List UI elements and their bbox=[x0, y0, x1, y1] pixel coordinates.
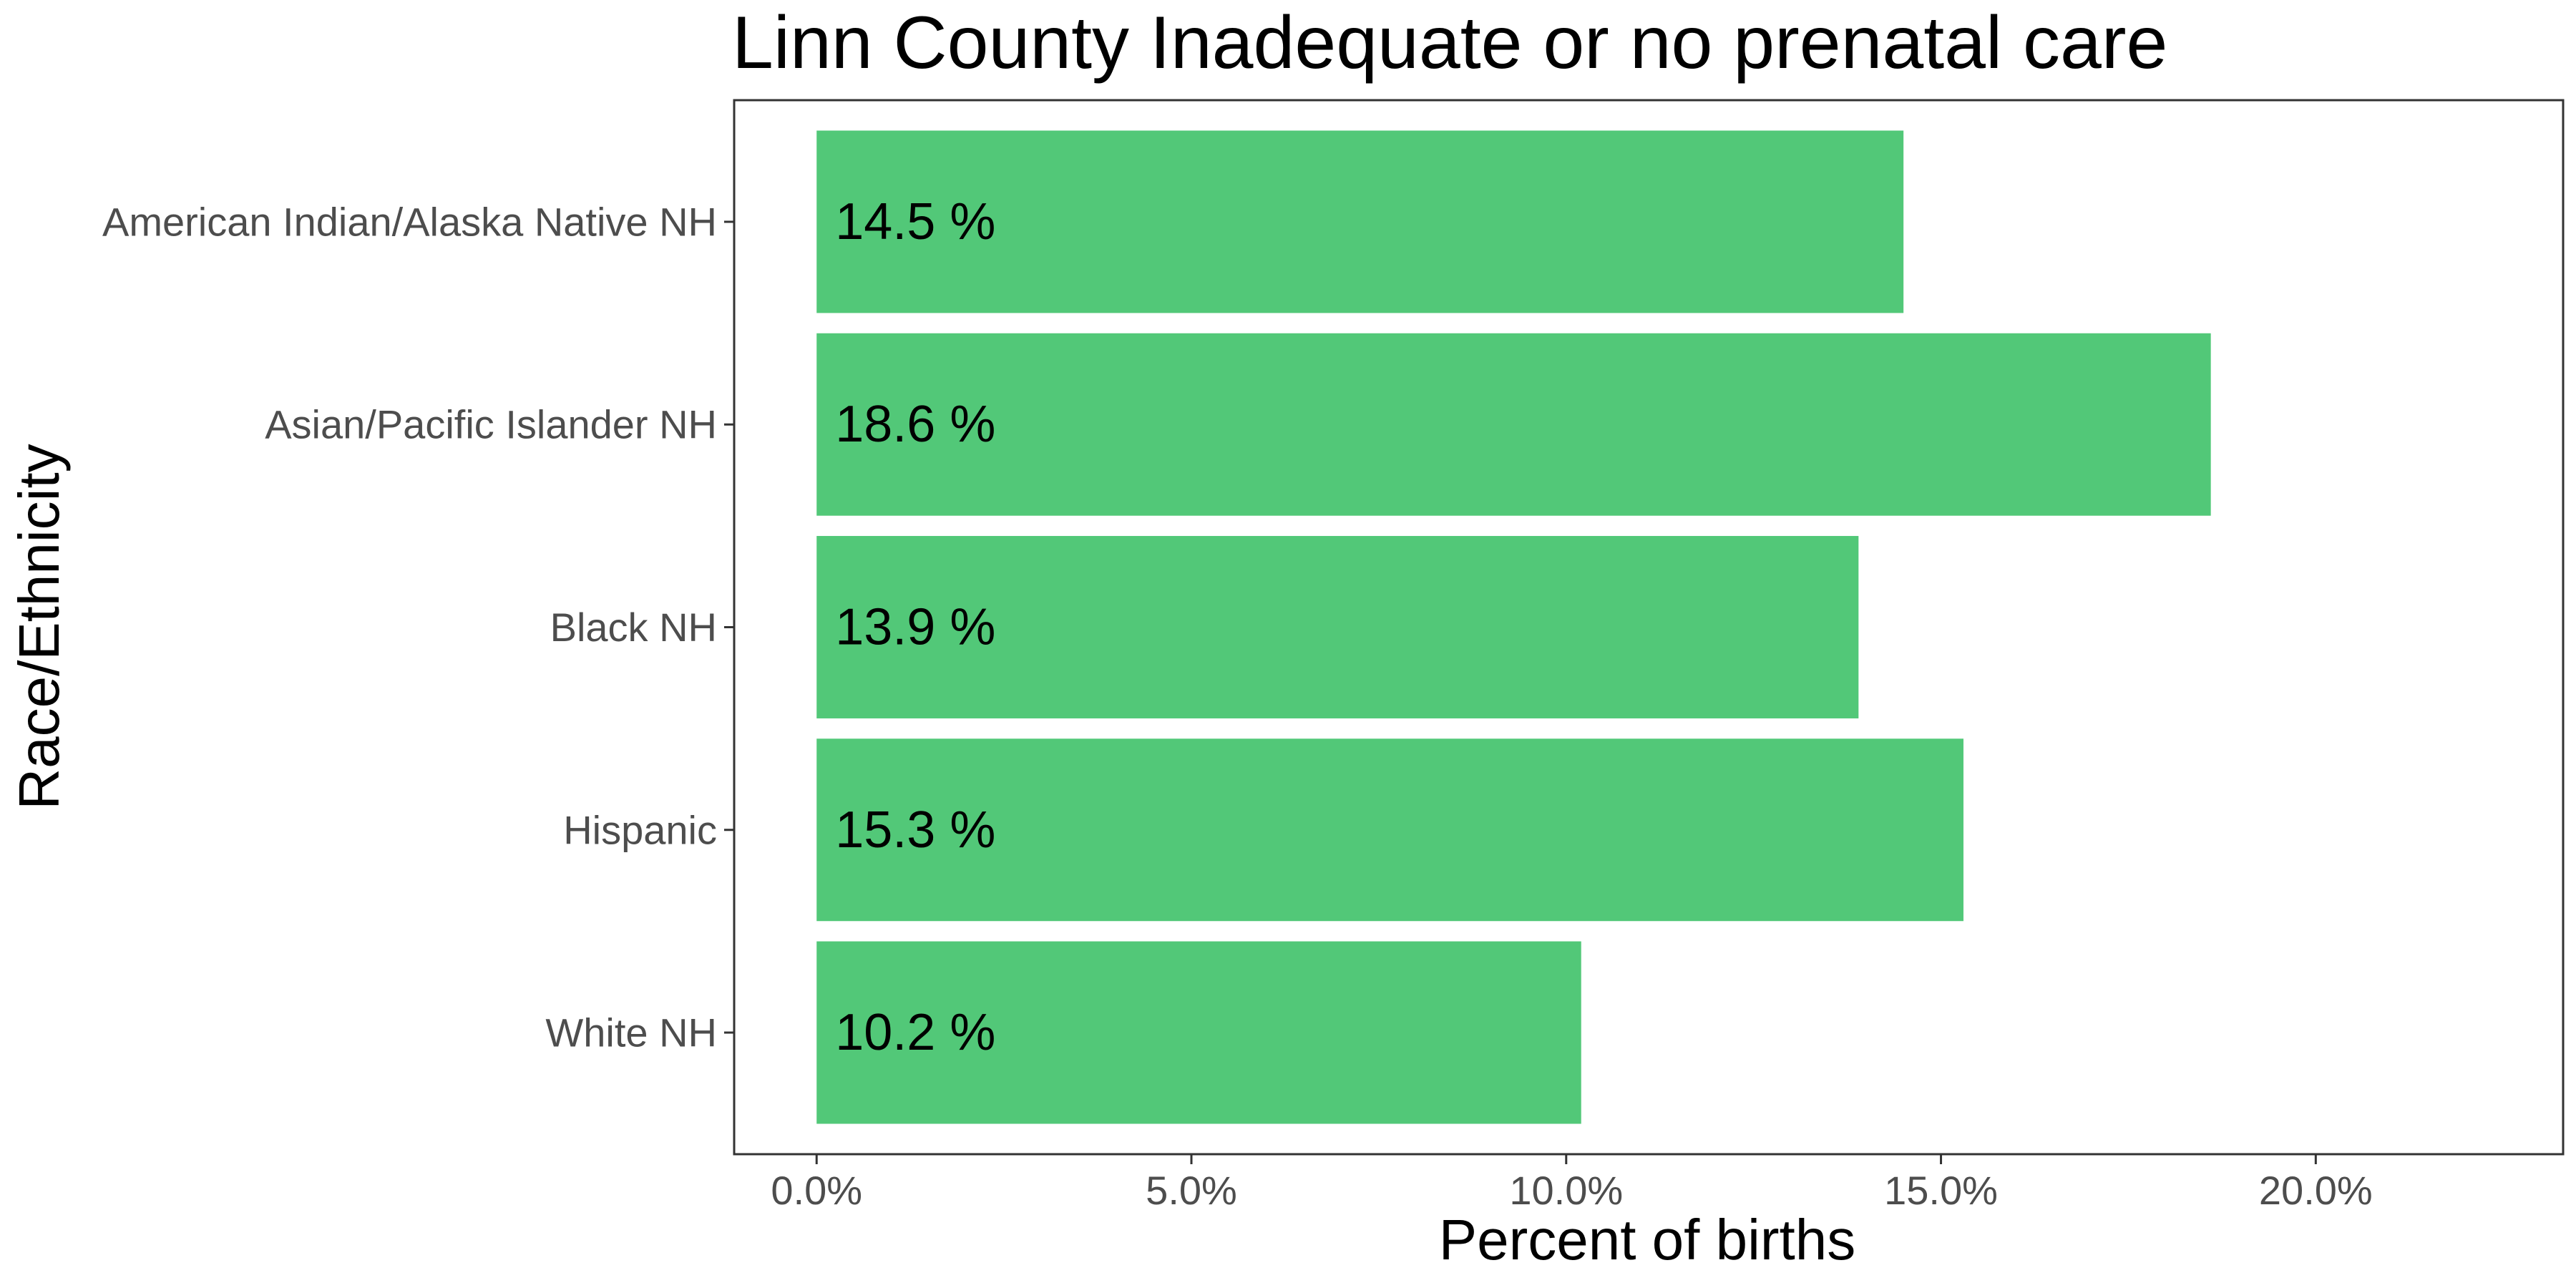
bars: 14.5 % 18.6 % 13.9 % 15.3 % 10.2 % bbox=[816, 130, 2211, 1124]
x-axis-title: Percent of births bbox=[1439, 1208, 1856, 1272]
x-tick-label: 10.0% bbox=[1509, 1168, 1623, 1213]
bar bbox=[816, 738, 1963, 922]
bar bbox=[816, 333, 2211, 516]
x-tick-label: 5.0% bbox=[1146, 1168, 1237, 1213]
y-axis-title: Race/Ethnicity bbox=[7, 444, 71, 809]
bar-value-label: 18.6 % bbox=[835, 396, 995, 453]
y-tick-label: Hispanic bbox=[563, 807, 717, 852]
bar bbox=[816, 941, 1581, 1124]
y-tick-label: White NH bbox=[545, 1010, 717, 1055]
y-tick-label: American Indian/Alaska Native NH bbox=[102, 199, 717, 244]
x-tick-label: 20.0% bbox=[2259, 1168, 2373, 1213]
y-tick-label: Asian/Pacific Islander NH bbox=[265, 402, 717, 447]
bar-value-label: 15.3 % bbox=[835, 801, 995, 859]
bar bbox=[816, 130, 1904, 313]
bar-value-label: 13.9 % bbox=[835, 599, 995, 656]
x-tick-label: 15.0% bbox=[1884, 1168, 1998, 1213]
y-tick-label: Black NH bbox=[550, 605, 717, 650]
x-tick-label: 0.0% bbox=[771, 1168, 862, 1213]
bar bbox=[816, 536, 1859, 718]
chart-title: Linn County Inadequate or no prenatal ca… bbox=[732, 1, 2167, 84]
y-axis: American Indian/Alaska Native NH Asian/Pa… bbox=[102, 199, 734, 1055]
x-axis: 0.0% 5.0% 10.0% 15.0% 20.0% bbox=[771, 1154, 2373, 1213]
bar-value-label: 14.5 % bbox=[835, 193, 995, 250]
bar-value-label: 10.2 % bbox=[835, 1004, 995, 1061]
